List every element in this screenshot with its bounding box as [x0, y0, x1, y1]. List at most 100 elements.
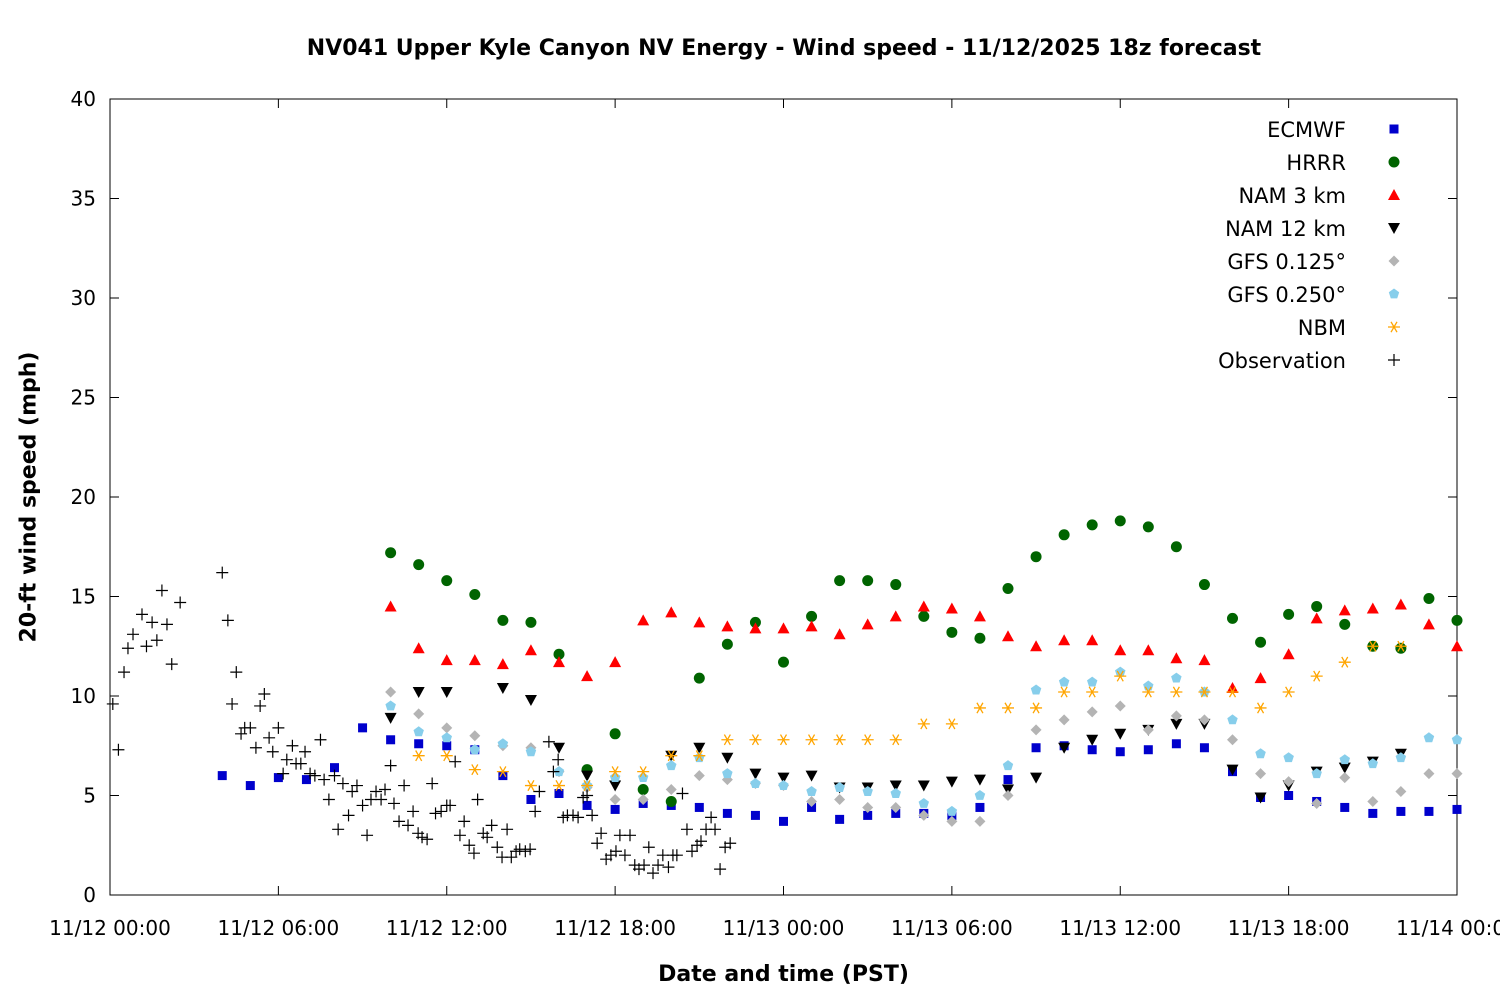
data-point-ecmwf: [498, 771, 508, 781]
data-point-observation: [694, 835, 707, 848]
data-point-observation: [398, 779, 411, 792]
data-point-hrrr: [497, 614, 509, 626]
data-point-nbm: [665, 750, 678, 762]
data-point-observation: [623, 829, 636, 842]
data-point-nam-12-km: [945, 776, 958, 788]
data-point-gfs-0-125: [890, 801, 902, 813]
data-point-nam-12-km: [496, 683, 509, 695]
data-point-observation: [586, 809, 599, 822]
data-point-observation: [513, 843, 526, 856]
data-point-gfs-0-125: [1198, 714, 1210, 726]
data-point-ecmwf: [863, 810, 873, 820]
data-point-gfs-0-125: [665, 784, 677, 796]
data-point-nam-12-km: [384, 712, 397, 724]
x-tick-label: 11/14 00:00: [1396, 916, 1500, 940]
data-point-nbm: [1142, 686, 1155, 698]
data-point-nbm: [917, 718, 930, 730]
data-point-nam-3-km: [609, 656, 622, 668]
data-point-observation: [350, 779, 363, 792]
data-point-gfs-0-250: [1311, 768, 1322, 779]
data-point-observation: [552, 753, 565, 766]
data-point-gfs-0-250: [525, 746, 537, 757]
data-point-nam-3-km: [1002, 630, 1014, 642]
data-point-nbm: [1394, 640, 1407, 652]
data-point-observation: [364, 793, 377, 806]
data-point-nbm: [1366, 640, 1379, 652]
y-tick-label: 10: [71, 684, 96, 708]
data-point-gfs-0-250: [1058, 676, 1070, 687]
data-point-hrrr: [1086, 519, 1098, 531]
data-point-hrrr: [1170, 541, 1182, 553]
data-point-observation: [595, 827, 608, 840]
data-point-hrrr: [469, 589, 481, 601]
data-point-hrrr: [553, 648, 565, 660]
data-point-ecmwf: [414, 739, 424, 749]
data-point-nbm: [1114, 670, 1127, 682]
data-point-nam-3-km: [1254, 672, 1267, 684]
data-point-gfs-0-125: [1423, 768, 1435, 780]
data-point-gfs-0-250: [1171, 672, 1182, 683]
data-point-hrrr: [918, 610, 930, 622]
data-point-observation: [361, 829, 374, 842]
series-nam-12-km: [384, 683, 1407, 804]
series-observation: [106, 566, 737, 880]
data-point-observation: [370, 785, 383, 798]
data-point-observation: [280, 753, 293, 766]
data-point-nam-3-km: [1198, 654, 1211, 666]
data-point-observation: [519, 845, 532, 858]
data-point-observation: [618, 849, 631, 862]
data-point-observation: [463, 839, 476, 852]
data-point-gfs-0-250: [1227, 714, 1238, 725]
data-point-observation: [429, 807, 442, 820]
series-nbm: [412, 640, 1407, 792]
data-point-observation: [266, 745, 279, 758]
data-point-observation: [146, 616, 159, 629]
data-point-nam-12-km: [693, 742, 706, 754]
y-tick-label: 20: [71, 485, 96, 509]
data-point-nbm: [1198, 686, 1211, 698]
data-point-hrrr: [1255, 636, 1267, 648]
data-point-hrrr: [1058, 529, 1070, 541]
data-point-nbm: [861, 734, 874, 746]
data-point-hrrr: [637, 784, 649, 796]
data-point-nbm: [637, 766, 650, 778]
y-tick-label: 25: [71, 386, 96, 410]
data-point-gfs-0-125: [637, 793, 649, 805]
data-point-observation: [150, 634, 163, 647]
data-point-hrrr: [890, 579, 902, 591]
data-point-nam-12-km: [805, 770, 818, 782]
data-point-ecmwf: [1452, 804, 1462, 814]
data-point-nam-3-km: [553, 656, 565, 668]
data-point-hrrr: [1002, 583, 1014, 595]
data-point-observation: [384, 759, 397, 772]
data-point-nam-3-km: [889, 610, 902, 622]
data-point-ecmwf: [582, 800, 592, 810]
data-point-observation: [160, 618, 173, 631]
data-point-gfs-0-125: [1367, 795, 1379, 807]
data-point-observation: [524, 843, 537, 856]
data-point-observation: [421, 833, 434, 846]
data-point-observation: [221, 614, 234, 627]
data-point-gfs-0-125: [1395, 786, 1407, 798]
data-point-observation: [505, 851, 518, 864]
data-point-gfs-0-250: [722, 768, 733, 779]
data-point-observation: [686, 845, 699, 858]
data-point-hrrr: [1395, 642, 1407, 654]
data-point-ecmwf: [217, 771, 227, 781]
data-point-gfs-0-125: [1451, 768, 1463, 780]
data-point-hrrr: [1030, 551, 1042, 563]
chart-title: NV041 Upper Kyle Canyon NV Energy - Wind…: [306, 36, 1262, 61]
data-point-nbm: [1254, 702, 1267, 714]
data-point-observation: [547, 765, 560, 778]
data-point-nam-3-km: [917, 600, 930, 612]
data-point-ecmwf: [722, 808, 732, 818]
data-point-nam-3-km: [1282, 648, 1295, 660]
data-point-hrrr: [974, 632, 986, 644]
data-point-nam-3-km: [1226, 682, 1239, 694]
data-point-ecmwf: [835, 814, 845, 824]
data-point-ecmwf: [1424, 806, 1434, 816]
data-point-gfs-0-250: [385, 700, 396, 711]
data-point-nam-12-km: [1030, 772, 1043, 784]
data-point-observation: [444, 799, 457, 812]
data-point-hrrr: [834, 575, 846, 587]
